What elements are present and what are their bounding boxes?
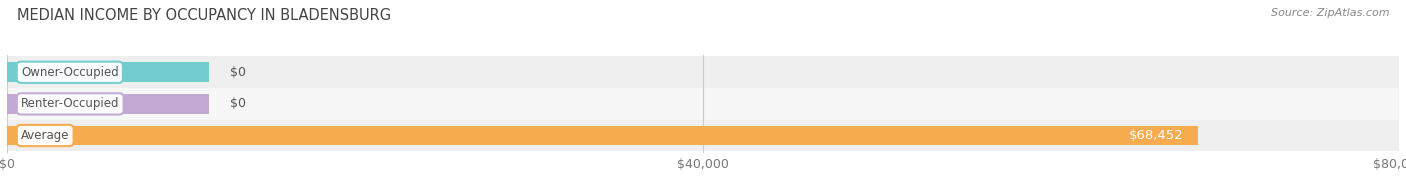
Bar (7, 63, 209, 82)
Bar (7, 120, 1399, 151)
Text: $0: $0 (229, 97, 246, 110)
Text: Source: ZipAtlas.com: Source: ZipAtlas.com (1271, 8, 1389, 18)
Bar (7, 88, 1399, 120)
Bar (7, 94, 209, 114)
Text: Average: Average (21, 129, 69, 142)
Bar (7, 56, 1399, 88)
Bar (7, 126, 1198, 145)
Text: $0: $0 (229, 66, 246, 79)
Text: $68,452: $68,452 (1129, 129, 1184, 142)
Text: MEDIAN INCOME BY OCCUPANCY IN BLADENSBURG: MEDIAN INCOME BY OCCUPANCY IN BLADENSBUR… (17, 8, 391, 23)
Text: Renter-Occupied: Renter-Occupied (21, 97, 120, 110)
Text: Owner-Occupied: Owner-Occupied (21, 66, 118, 79)
